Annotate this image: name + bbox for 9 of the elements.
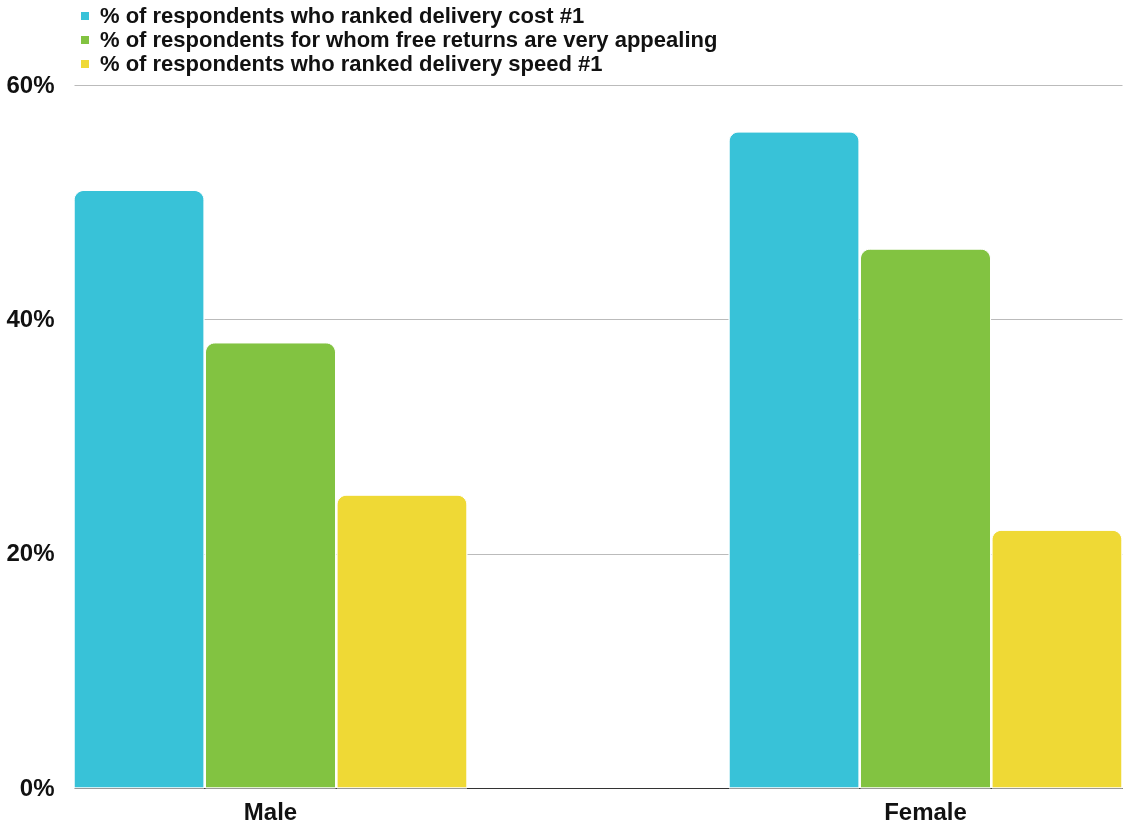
legend-label: % of respondents who ranked delivery speed #1 [100, 51, 603, 76]
y-tick-label: 60% [6, 70, 55, 98]
x-tick-label: Female [884, 797, 967, 825]
y-tick-label: 20% [6, 539, 55, 567]
x-tick-label: Male [243, 797, 298, 825]
y-tick-label: 40% [6, 304, 55, 332]
legend-label: % of respondents who ranked delivery cost #1 [100, 3, 585, 28]
y-tick-label: 0% [19, 773, 55, 801]
legend-label: % of respondents for whom free returns are very appealing [100, 27, 718, 52]
